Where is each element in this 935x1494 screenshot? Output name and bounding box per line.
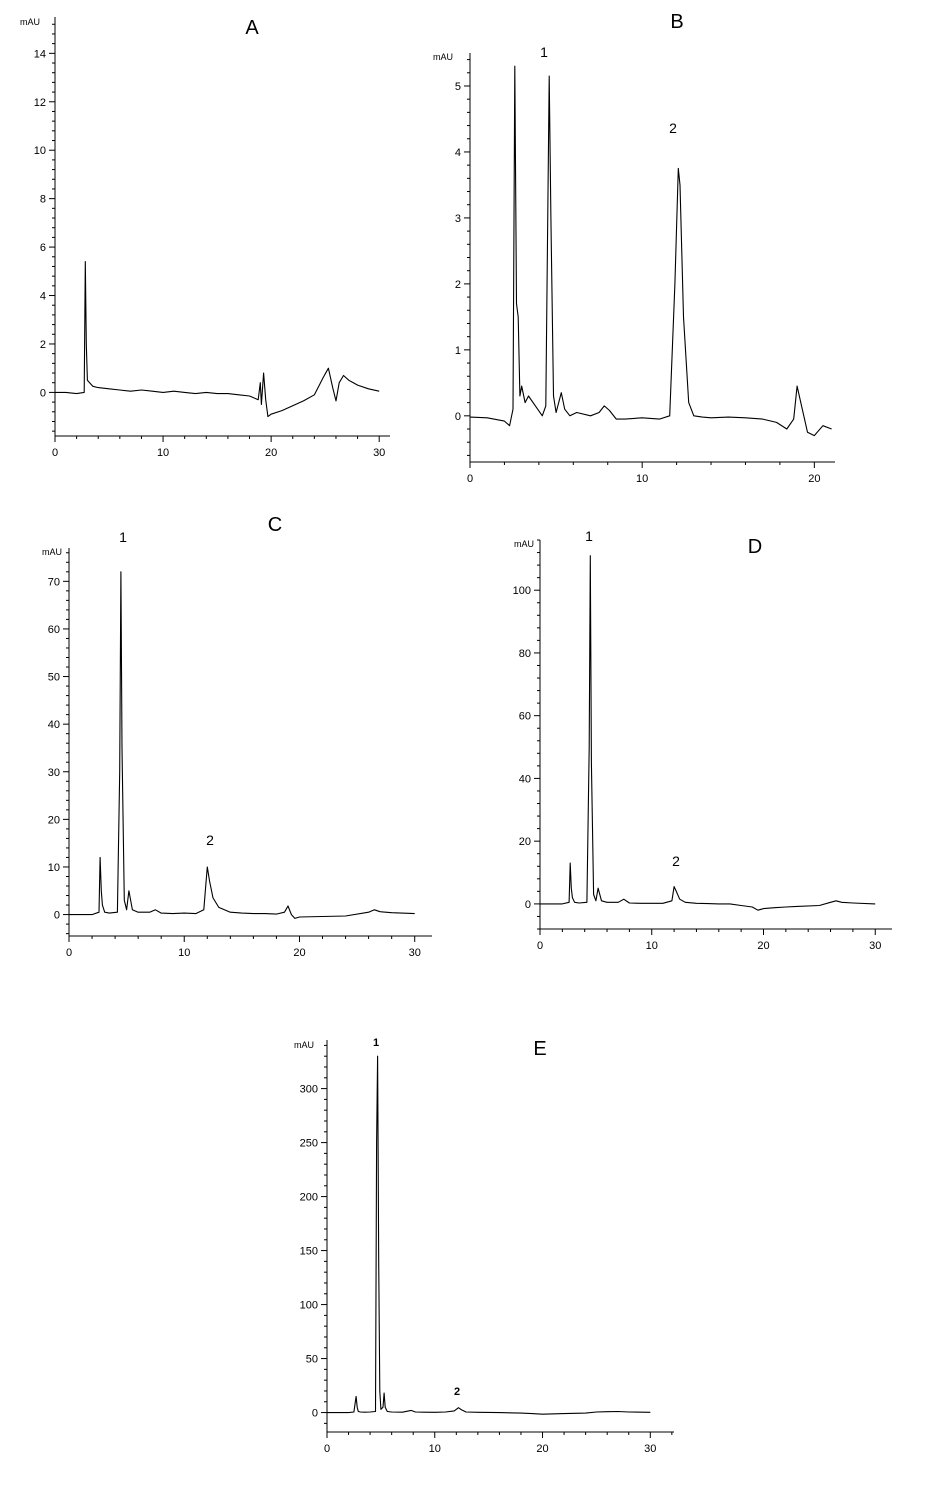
panel-e-x-tick-label: 10 xyxy=(429,1443,441,1455)
panel-e-y-tick-label: 50 xyxy=(306,1354,318,1366)
panel-e-x-tick-label: 0 xyxy=(324,1443,330,1455)
panel-a-y-tick-label: 14 xyxy=(34,48,46,60)
panel-b-y-unit: mAU xyxy=(433,52,453,62)
panel-a-chromatogram-trace xyxy=(55,261,380,418)
panel-a-y-unit: mAU xyxy=(20,17,40,27)
panel-c-chromatogram-trace xyxy=(69,571,415,919)
panel-d-peak-1-label: 1 xyxy=(585,528,593,544)
panel-c-y-unit: mAU xyxy=(42,547,62,557)
panel-d-y-tick-label: 20 xyxy=(519,836,531,848)
panel-b-peak-1-label: 1 xyxy=(540,44,548,60)
panel-a-x-tick-label: 20 xyxy=(265,447,277,459)
panel-d-y-tick-label: 80 xyxy=(519,648,531,660)
panel-b-y-tick-label: 1 xyxy=(455,345,461,357)
panel-e-letter: E xyxy=(533,1038,546,1060)
panel-c-y-tick-label: 10 xyxy=(48,862,60,874)
panel-c-letter: C xyxy=(268,514,282,536)
panel-d-y-tick-label: 60 xyxy=(519,711,531,723)
panel-d-peak-2-label: 2 xyxy=(672,853,680,869)
panel-c-y-tick-label: 50 xyxy=(48,672,60,684)
panel-e-y-tick-label: 0 xyxy=(312,1408,318,1420)
panel-a-x-tick-label: 30 xyxy=(373,447,385,459)
panel-d-letter: D xyxy=(748,536,762,558)
panel-d-x-tick-label: 0 xyxy=(537,940,543,952)
panel-e-y-tick-label: 200 xyxy=(300,1192,318,1204)
panel-d-x-tick-label: 10 xyxy=(646,940,658,952)
panel-a-letter: A xyxy=(245,17,259,39)
panel-c: C mAU 1 2 0 10 20 30 40 50 60 70 0 10 20 30 xyxy=(42,514,432,959)
panel-b-peak-2-label: 2 xyxy=(669,120,677,136)
panel-d-x-tick-label: 20 xyxy=(757,940,769,952)
panel-a-y-tick-label: 6 xyxy=(40,242,46,254)
panel-d-y-tick-label: 0 xyxy=(525,899,531,911)
panel-a-y-tick-label: 8 xyxy=(40,194,46,206)
panel-e-y-tick-label: 300 xyxy=(300,1084,318,1096)
panel-c-y-tick-label: 40 xyxy=(48,719,60,731)
panel-d-x-tick-label: 30 xyxy=(869,940,881,952)
panel-c-peak-1-label: 1 xyxy=(119,529,127,545)
panel-e-chromatogram-trace xyxy=(327,1055,651,1415)
panel-a-y-tick-label: 10 xyxy=(34,145,46,157)
panel-e-peak-1-label: 1 xyxy=(373,1037,379,1049)
panel-e-peak-2-label: 2 xyxy=(454,1386,460,1398)
panel-b-x-tick-label: 20 xyxy=(808,473,820,485)
panel-b-y-tick-label: 5 xyxy=(455,81,461,93)
panel-c-y-tick-label: 30 xyxy=(48,767,60,779)
panel-e: E mAU 1 2 0 50 100 150 200 250 300 0 10 20 30 xyxy=(294,1037,674,1455)
panel-c-x-tick-label: 0 xyxy=(66,947,72,959)
panel-c-peak-2-label: 2 xyxy=(206,832,214,848)
panel-a-x-tick-label: 10 xyxy=(157,447,169,459)
panel-b-y-tick-label: 0 xyxy=(455,411,461,423)
panel-b-x-tick-label: 10 xyxy=(636,473,648,485)
panel-c-y-tick-label: 70 xyxy=(48,576,60,588)
panel-a: A mAU 0 2 4 6 8 10 12 14 0 10 20 30 xyxy=(20,17,390,459)
panel-d-y-unit: mAU xyxy=(514,539,534,549)
panel-c-x-tick-label: 20 xyxy=(293,947,305,959)
panel-a-y-tick-label: 0 xyxy=(40,387,46,399)
panel-b-chromatogram-trace xyxy=(469,65,832,437)
panel-d-y-tick-label: 40 xyxy=(519,773,531,785)
panel-b-x-tick-label: 0 xyxy=(467,473,473,485)
panel-e-x-tick-label: 30 xyxy=(644,1443,656,1455)
panel-e-y-tick-label: 150 xyxy=(300,1246,318,1258)
panel-d: D mAU 1 2 0 20 40 60 80 100 0 10 20 30 xyxy=(513,528,892,952)
panel-b-letter: B xyxy=(670,11,683,33)
panel-c-x-tick-label: 30 xyxy=(409,947,421,959)
panel-c-y-tick-label: 60 xyxy=(48,624,60,636)
panel-c-y-tick-label: 0 xyxy=(54,910,60,922)
panel-d-chromatogram-trace xyxy=(540,555,876,911)
panel-e-y-tick-label: 100 xyxy=(300,1300,318,1312)
panel-e-y-tick-label: 250 xyxy=(300,1138,318,1150)
panel-e-y-unit: mAU xyxy=(294,1040,314,1050)
panel-c-x-tick-label: 10 xyxy=(178,947,190,959)
panel-c-y-tick-label: 20 xyxy=(48,814,60,826)
panel-b-y-tick-label: 4 xyxy=(455,147,461,159)
panel-d-y-tick-label: 100 xyxy=(513,585,531,597)
panel-a-x-tick-label: 0 xyxy=(52,447,58,459)
panel-a-y-tick-label: 2 xyxy=(40,339,46,351)
panel-b: B mAU 1 2 0 1 2 3 4 5 0 10 20 xyxy=(433,11,835,485)
panel-e-x-tick-label: 20 xyxy=(536,1443,548,1455)
panel-b-y-tick-label: 2 xyxy=(455,279,461,291)
panel-a-y-tick-label: 12 xyxy=(34,97,46,109)
panel-a-y-tick-label: 4 xyxy=(40,291,46,303)
panel-b-y-tick-label: 3 xyxy=(455,213,461,225)
